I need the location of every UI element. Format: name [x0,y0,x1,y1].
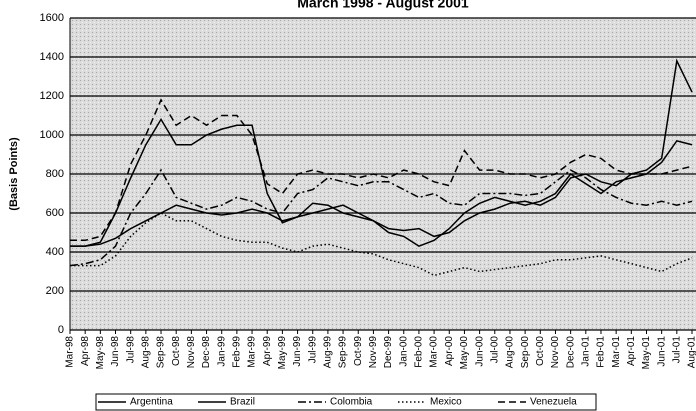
x-tick-label: Mar-99 [247,336,258,368]
x-tick-label: Aug-00 [505,336,516,369]
x-tick-label: Feb-01 [596,336,607,368]
y-tick-label: 0 [58,324,64,336]
x-tick-label: Jan-01 [580,336,591,367]
x-tick-label: Jul-01 [671,336,682,364]
x-tick-label: Aug-98 [140,336,151,369]
y-tick-label: 1400 [40,51,64,63]
x-tick-label: Apr-98 [80,336,91,366]
x-tick-label: May-00 [459,336,470,370]
x-tick-label: Jun-98 [110,336,121,367]
x-tick-label: Jun-00 [474,336,485,367]
legend-label: Brazil [230,397,255,408]
legend [95,393,597,411]
y-tick-label: 1600 [40,12,64,24]
x-tick-label: Apr-00 [444,336,455,366]
y-tick-label: 400 [46,246,64,258]
y-tick-label: 800 [46,168,64,180]
legend-label: Venezuela [530,397,577,408]
x-tick-label: Nov-98 [186,336,197,369]
x-tick-label: Mar-98 [65,336,76,368]
x-tick-label: Dec-99 [383,336,394,369]
legend-label: Mexico [430,397,462,408]
legend-label: Colombia [330,397,373,408]
x-tick-label: Mar-01 [611,336,622,368]
x-tick-label: Jan-00 [398,336,409,367]
x-tick-label: Mar-00 [429,336,440,368]
x-tick-label: Jul-98 [125,336,136,364]
x-tick-label: Nov-00 [550,336,561,369]
x-tick-label: Feb-00 [414,336,425,368]
x-tick-label: Feb-99 [232,336,243,368]
x-tick-label: Apr-99 [262,336,273,366]
x-tick-label: Aug-99 [323,336,334,369]
x-tick-label: May-98 [95,336,106,370]
y-axis-label: (Basis Points) [8,137,20,211]
x-tick-label: May-99 [277,336,288,370]
x-tick-label: Dec-00 [565,336,576,369]
x-tick-label: Nov-99 [368,336,379,369]
y-tick-label: 1000 [40,129,64,141]
x-tick-label: Aug-01 [687,336,696,369]
x-tick-label: Sep-99 [338,336,349,369]
series-line [70,117,693,247]
x-tick-label: May-01 [641,336,652,370]
chart-title: March 1998 - August 2001 [297,0,469,11]
series-line [70,58,693,247]
x-tick-label: Jan-99 [216,336,227,367]
y-tick-label: 200 [46,285,64,297]
y-tick-label: 600 [46,207,64,219]
x-tick-label: Jun-01 [656,336,667,367]
legend-label: Argentina [130,397,173,408]
x-tick-label: Jul-99 [307,336,318,364]
x-tick-label: Jun-99 [292,336,303,367]
x-tick-label: Sep-00 [520,336,531,369]
x-tick-label: Dec-98 [201,336,212,369]
series-line [69,168,693,267]
x-tick-label: Sep-98 [156,336,167,369]
x-tick-label: Oct-99 [353,336,364,366]
x-tick-label: Oct-98 [171,336,182,366]
x-tick-label: Oct-00 [535,336,546,366]
x-tick-label: Jul-00 [489,336,500,364]
x-tick-label: Apr-01 [626,336,637,366]
y-tick-label: 1200 [40,90,64,102]
